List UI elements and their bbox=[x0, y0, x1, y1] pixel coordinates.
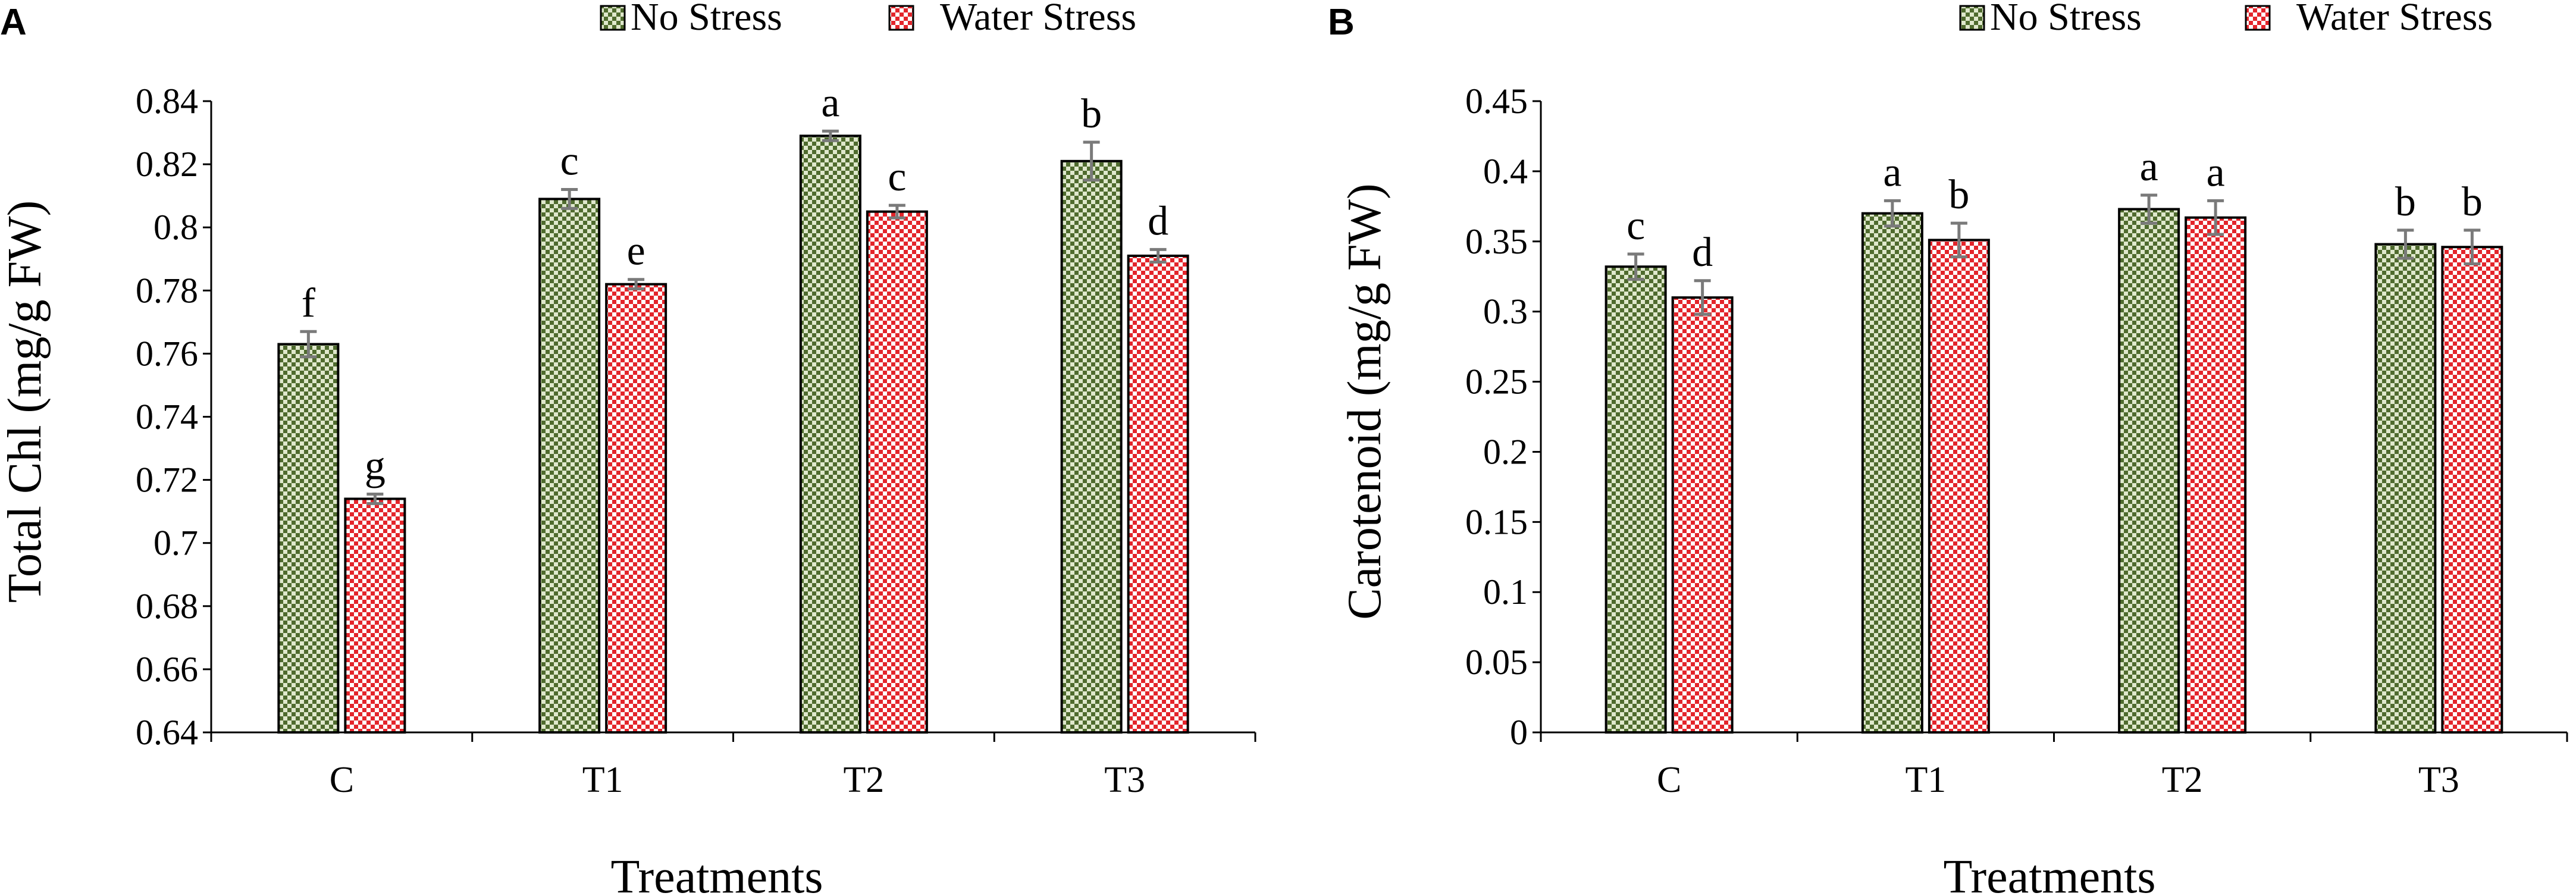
y-tick-label: 0.72 bbox=[136, 460, 198, 500]
y-tick-label: 0.64 bbox=[136, 713, 198, 752]
bar-no-stress bbox=[1604, 265, 1667, 734]
significance-letter: d bbox=[1692, 230, 1713, 275]
bar-water-stress bbox=[1127, 254, 1189, 734]
legend-swatch-water-stress bbox=[888, 5, 914, 31]
legend-swatch-no-stress bbox=[1959, 5, 1985, 31]
bar-no-stress bbox=[1861, 212, 1923, 734]
significance-letter: a bbox=[821, 80, 839, 126]
panel-letter: B bbox=[1328, 2, 1355, 43]
bar-water-stress bbox=[344, 497, 406, 734]
y-tick-label: 0.05 bbox=[1465, 643, 1528, 682]
x-axis-title: Treatments bbox=[610, 851, 823, 896]
y-tick-label: 0.68 bbox=[136, 587, 198, 626]
legend-swatch-no-stress bbox=[600, 5, 626, 31]
significance-letter: c bbox=[560, 139, 579, 184]
panel-a: A No Stress Water Stress Total Chl (mg/g… bbox=[0, 0, 1256, 896]
bar-water-stress bbox=[605, 283, 667, 734]
legend-label-water-stress: Water Stress bbox=[940, 0, 1136, 39]
significance-letter: b bbox=[2462, 179, 2483, 225]
y-tick-label: 0.78 bbox=[136, 271, 198, 310]
x-tick-label: T3 bbox=[1104, 760, 1145, 800]
y-tick-label: 0.7 bbox=[153, 524, 198, 563]
legend-swatch-water-stress bbox=[2245, 5, 2271, 31]
bar-water-stress bbox=[2185, 216, 2247, 734]
y-tick-label: 0.84 bbox=[136, 82, 198, 121]
bar-no-stress bbox=[2374, 243, 2437, 734]
x-tick-label: T3 bbox=[2418, 760, 2459, 800]
significance-letter: g bbox=[365, 443, 386, 488]
bar-no-stress bbox=[538, 198, 601, 734]
legend-label-no-stress: No Stress bbox=[1990, 0, 2142, 39]
x-tick-label: T2 bbox=[843, 760, 884, 800]
bar-no-stress bbox=[799, 134, 861, 734]
legend: No Stress Water Stress bbox=[1959, 0, 2493, 39]
x-tick-label: C bbox=[330, 760, 354, 800]
y-tick-label: 0.8 bbox=[153, 208, 198, 247]
significance-letter: f bbox=[302, 280, 316, 326]
significance-letter: c bbox=[1627, 203, 1645, 249]
significance-letter: c bbox=[888, 154, 906, 200]
x-tick-label: C bbox=[1657, 760, 1681, 800]
panel-letter: A bbox=[0, 2, 27, 43]
bar-water-stress bbox=[866, 210, 928, 734]
y-tick-label: 0.45 bbox=[1465, 82, 1528, 121]
y-tick-label: 0.74 bbox=[136, 397, 198, 437]
significance-letter: d bbox=[1148, 198, 1168, 244]
y-tick-label: 0.1 bbox=[1483, 572, 1528, 612]
x-tick-label: T2 bbox=[2162, 760, 2203, 800]
y-tick-label: 0.25 bbox=[1465, 362, 1528, 402]
y-tick-label: 0.76 bbox=[136, 334, 198, 373]
y-tick-label: 0.2 bbox=[1483, 432, 1528, 471]
bar-no-stress bbox=[2118, 208, 2180, 734]
y-tick-label: 0.4 bbox=[1483, 152, 1528, 191]
y-axis-title: Total Chl (mg/g FW) bbox=[0, 200, 51, 603]
significance-letter: b bbox=[1948, 172, 1969, 218]
significance-letter: e bbox=[627, 228, 645, 274]
bar-no-stress bbox=[277, 343, 340, 734]
significance-letter: a bbox=[2207, 149, 2225, 195]
y-tick-label: 0 bbox=[1510, 713, 1528, 752]
significance-letter: a bbox=[2140, 144, 2158, 190]
x-tick-label: T1 bbox=[1905, 760, 1946, 800]
bar-water-stress bbox=[1928, 239, 1990, 734]
bar-water-stress bbox=[2441, 246, 2503, 734]
bar-water-stress bbox=[1671, 296, 1734, 734]
legend-label-no-stress: No Stress bbox=[631, 0, 782, 39]
panel-b: B No Stress Water Stress Carotenoid (mg/… bbox=[1328, 0, 2568, 896]
y-tick-label: 0.82 bbox=[136, 145, 198, 184]
significance-letter: b bbox=[1081, 91, 1102, 137]
legend: No Stress Water Stress bbox=[600, 0, 1136, 39]
y-tick-label: 0.35 bbox=[1465, 222, 1528, 261]
bar-no-stress bbox=[1060, 159, 1123, 734]
y-tick-label: 0.66 bbox=[136, 650, 198, 689]
y-tick-label: 0.3 bbox=[1483, 292, 1528, 331]
legend-label-water-stress: Water Stress bbox=[2296, 0, 2493, 39]
significance-letter: b bbox=[2395, 179, 2416, 225]
x-axis-title: Treatments bbox=[1943, 851, 2155, 896]
y-axis-title: Carotenoid (mg/g FW) bbox=[1339, 183, 1391, 619]
significance-letter: a bbox=[1883, 149, 1901, 195]
y-tick-label: 0.15 bbox=[1465, 502, 1528, 541]
x-tick-label: T1 bbox=[582, 760, 623, 800]
